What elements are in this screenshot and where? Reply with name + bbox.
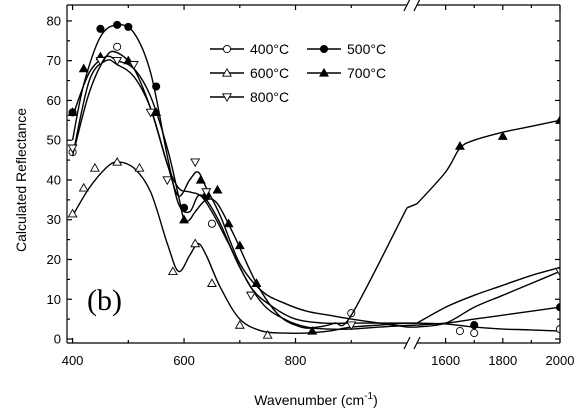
legend-500c-marker: [319, 44, 329, 54]
series-800c-point: [145, 108, 156, 118]
legend-800c-marker: [222, 93, 232, 103]
legend-400c-marker: [222, 44, 232, 54]
series-800c-line-1: [71, 59, 408, 328]
x-tick-label: 600: [173, 353, 195, 368]
series-600c-point: [112, 156, 123, 166]
legend-800c-label: 800°C: [250, 89, 289, 105]
series-700c-point: [151, 107, 162, 116]
x-tick-label: 800: [285, 353, 307, 368]
y-tick-label: 10: [47, 292, 61, 307]
series-400c-point: [113, 42, 122, 51]
y-tick-label: 70: [47, 53, 61, 68]
series-700c-point: [454, 141, 465, 150]
y-tick-label: 80: [47, 13, 61, 28]
x-axis-title-close: ): [373, 392, 378, 408]
series-600c-point: [190, 238, 201, 248]
series-800c-point: [162, 176, 173, 186]
legend-700c-label: 700°C: [347, 65, 386, 81]
series-800c-point: [95, 57, 106, 66]
series-700c-point: [78, 63, 89, 73]
series-600c-point: [89, 162, 100, 172]
y-axis-title: Calculated Reflectance: [13, 108, 29, 252]
legend: 400°C 500°C 600°C 700°C 800°C: [210, 41, 386, 105]
series-500c-point: [96, 24, 105, 33]
series-800c-point: [245, 291, 256, 301]
series-600c-point: [167, 266, 178, 276]
legend-600c-marker: [222, 67, 232, 77]
series-600c-point: [206, 278, 217, 287]
series-400c-point: [455, 327, 464, 336]
series-700c-point: [67, 107, 78, 116]
legend-600c-label: 600°C: [250, 65, 289, 81]
series-600c-line-2: [416, 266, 560, 324]
axis-break-mark: [403, 0, 411, 12]
y-tick-label: 30: [47, 212, 61, 227]
x-tick-label: 1600: [431, 353, 460, 368]
series-500c-point: [113, 20, 122, 29]
plot-layer: [67, 20, 560, 339]
axis-break-mark: [413, 0, 421, 12]
series-700c-point: [234, 240, 245, 250]
series-400c-point: [555, 325, 560, 334]
y-tick-label: 50: [47, 133, 61, 148]
x-axis-title-main: Wavenumber (cm: [254, 392, 364, 408]
y-tick-label: 40: [47, 172, 61, 187]
series-700c-point: [307, 325, 318, 335]
legend-400c-label: 400°C: [250, 41, 289, 57]
y-tick-label: 20: [47, 252, 61, 267]
series-400c-line-1: [71, 50, 407, 325]
axis-break-mark: [403, 336, 411, 350]
panel-label: (b): [87, 284, 122, 317]
y-tick-label: 0: [54, 332, 61, 347]
series-800c-line-2: [416, 270, 560, 328]
y-tick-label: 60: [47, 93, 61, 108]
series-800c-point: [190, 158, 201, 168]
series-700c-point: [497, 131, 508, 140]
axes-layer: 0 10 20 30 40 50 60 70 80 400 600 800 1600 1800 2000: [47, 0, 575, 368]
series-500c-point: [152, 82, 161, 91]
series-700c-line-bridge: [406, 203, 418, 209]
series-800c-point: [67, 144, 78, 154]
series-800c-point: [112, 57, 123, 66]
series-700c-line-1: [71, 55, 408, 329]
legend-500c-label: 500°C: [347, 41, 386, 57]
axis-break-mark: [413, 336, 421, 350]
series-500c-point: [470, 321, 479, 330]
series-600c-point: [78, 182, 89, 192]
series-400c-point: [207, 219, 216, 228]
series-700c-point: [179, 214, 190, 224]
series-700c-point: [212, 184, 223, 194]
series-800c-point: [128, 61, 139, 70]
series-500c-point: [124, 22, 133, 31]
series-800c-point: [555, 267, 560, 277]
series-800c-point: [346, 321, 357, 331]
series-500c-line-2: [416, 306, 560, 326]
series-700c-point: [223, 218, 234, 228]
x-tick-label: 2000: [546, 353, 575, 368]
x-tick-label: 400: [62, 353, 84, 368]
series-400c-point: [470, 329, 479, 338]
legend-700c-marker: [319, 67, 329, 77]
series-800c-point: [201, 188, 212, 198]
x-axis-title: Wavenumber (cm-1): [254, 391, 378, 408]
series-600c-point: [262, 329, 273, 339]
series-600c-point: [234, 319, 245, 329]
x-tick-label: 1800: [488, 353, 517, 368]
series-500c-point: [555, 303, 560, 312]
series-700c-line-2: [416, 119, 560, 205]
series-600c-point: [67, 208, 78, 218]
x-axis-title-superscript: -1: [364, 391, 373, 402]
series-600c-point: [134, 162, 145, 172]
